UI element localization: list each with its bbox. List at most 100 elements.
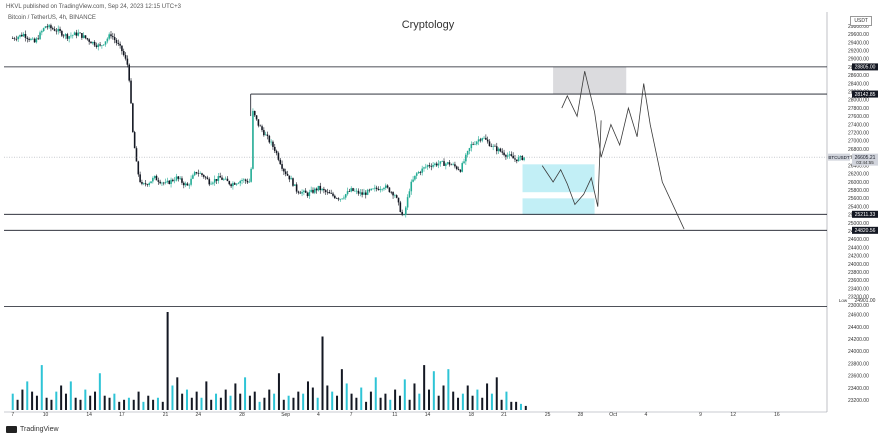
candle-body bbox=[283, 168, 285, 172]
volume-tick-label: 23400.00 bbox=[848, 386, 869, 392]
candle-body bbox=[101, 45, 103, 46]
candle-body bbox=[448, 162, 451, 165]
candle-body bbox=[21, 34, 23, 37]
candle-body bbox=[432, 164, 434, 167]
candle-body bbox=[330, 193, 332, 194]
volume-bar bbox=[35, 395, 38, 410]
candle-body bbox=[92, 41, 94, 44]
volume-bar bbox=[137, 391, 140, 410]
time-tick-label: 21 bbox=[501, 412, 507, 418]
time-tick-label: 11 bbox=[392, 412, 397, 418]
time-tick-label: 21 bbox=[163, 412, 169, 418]
candle-body bbox=[408, 191, 411, 198]
candle-body bbox=[95, 45, 98, 47]
candle-body bbox=[70, 35, 72, 37]
volume-bar bbox=[476, 389, 479, 410]
candle-body bbox=[495, 146, 498, 152]
candle-body bbox=[175, 176, 178, 181]
time-tick-label: 4 bbox=[317, 412, 320, 418]
candle-body bbox=[284, 171, 287, 174]
candle-body bbox=[426, 165, 429, 167]
volume-bar bbox=[229, 395, 232, 410]
candle-body bbox=[186, 183, 189, 186]
candle-body bbox=[130, 80, 132, 104]
candle-body bbox=[352, 188, 354, 191]
price-tick-label: 28000.00 bbox=[848, 98, 869, 104]
volume-bar bbox=[123, 399, 126, 410]
volume-bar bbox=[224, 389, 227, 410]
time-tick-label: 24 bbox=[196, 412, 202, 418]
candle-body bbox=[277, 153, 280, 160]
volume-bar bbox=[26, 381, 29, 410]
volume-bar bbox=[277, 373, 280, 410]
volume-bar bbox=[108, 397, 111, 410]
candle-body bbox=[324, 190, 327, 192]
candle-body bbox=[510, 154, 513, 156]
candle-body bbox=[414, 175, 416, 180]
candle-body bbox=[306, 192, 309, 197]
candle-body bbox=[217, 176, 220, 181]
candle-body bbox=[404, 207, 407, 215]
candle-body bbox=[248, 181, 251, 183]
candle-body bbox=[59, 28, 61, 32]
volume-bar bbox=[340, 369, 343, 410]
candle-body bbox=[179, 178, 181, 179]
projection-path-short bbox=[541, 120, 602, 207]
candle-body bbox=[241, 180, 243, 182]
candle-body bbox=[115, 40, 118, 43]
volume-bar bbox=[447, 369, 450, 410]
candle-body bbox=[104, 41, 107, 45]
candle-body bbox=[188, 184, 191, 186]
volume-bar bbox=[156, 397, 159, 410]
volume-bar bbox=[432, 371, 435, 410]
candle-body bbox=[204, 176, 207, 178]
price-tick-label: 27400.00 bbox=[848, 122, 869, 128]
volume-bar bbox=[452, 391, 455, 410]
candle-body bbox=[46, 26, 49, 28]
candle-body bbox=[450, 164, 453, 166]
volume-bar bbox=[369, 391, 372, 410]
level-price-box bbox=[852, 63, 878, 71]
volume-bar bbox=[360, 387, 363, 410]
price-tick-label: 24000.00 bbox=[848, 262, 869, 268]
candle-body bbox=[417, 171, 420, 174]
candle-body bbox=[332, 193, 334, 196]
volume-bar bbox=[457, 397, 460, 410]
candle-body bbox=[521, 155, 524, 160]
volume-bar bbox=[394, 389, 397, 410]
currency-badge[interactable]: USDT bbox=[850, 16, 872, 26]
volume-bar bbox=[481, 397, 484, 410]
candle-body bbox=[425, 166, 427, 168]
candle-body bbox=[459, 169, 462, 172]
volume-bar bbox=[31, 391, 34, 410]
candle-body bbox=[465, 154, 467, 162]
candle-body bbox=[430, 166, 433, 167]
candle-body bbox=[374, 187, 376, 189]
volume-bar bbox=[268, 389, 271, 410]
candle-body bbox=[335, 198, 338, 199]
candle-body bbox=[388, 187, 391, 193]
candle-body bbox=[299, 192, 302, 194]
plot-area bbox=[4, 22, 826, 412]
volume-bar bbox=[316, 397, 319, 410]
candle-body bbox=[508, 154, 511, 156]
candle-body bbox=[363, 192, 365, 195]
candle-body bbox=[57, 28, 60, 32]
time-tick-label: Sep bbox=[281, 412, 290, 418]
candle-body bbox=[346, 191, 349, 195]
volume-bar bbox=[437, 395, 440, 410]
candle-body bbox=[142, 183, 145, 184]
demand-zone-lower bbox=[522, 198, 595, 215]
candle-body bbox=[237, 183, 240, 184]
candle-body bbox=[394, 195, 396, 196]
candle-body bbox=[255, 115, 258, 120]
candle-body bbox=[288, 175, 291, 180]
candle-body bbox=[350, 188, 353, 192]
candle-body bbox=[192, 175, 194, 179]
candle-body bbox=[62, 35, 65, 37]
volume-bar bbox=[142, 401, 145, 410]
volume-bar bbox=[118, 401, 121, 410]
candle-body bbox=[230, 184, 232, 187]
time-tick-label: 25 bbox=[545, 412, 551, 418]
candle-body bbox=[228, 181, 231, 185]
